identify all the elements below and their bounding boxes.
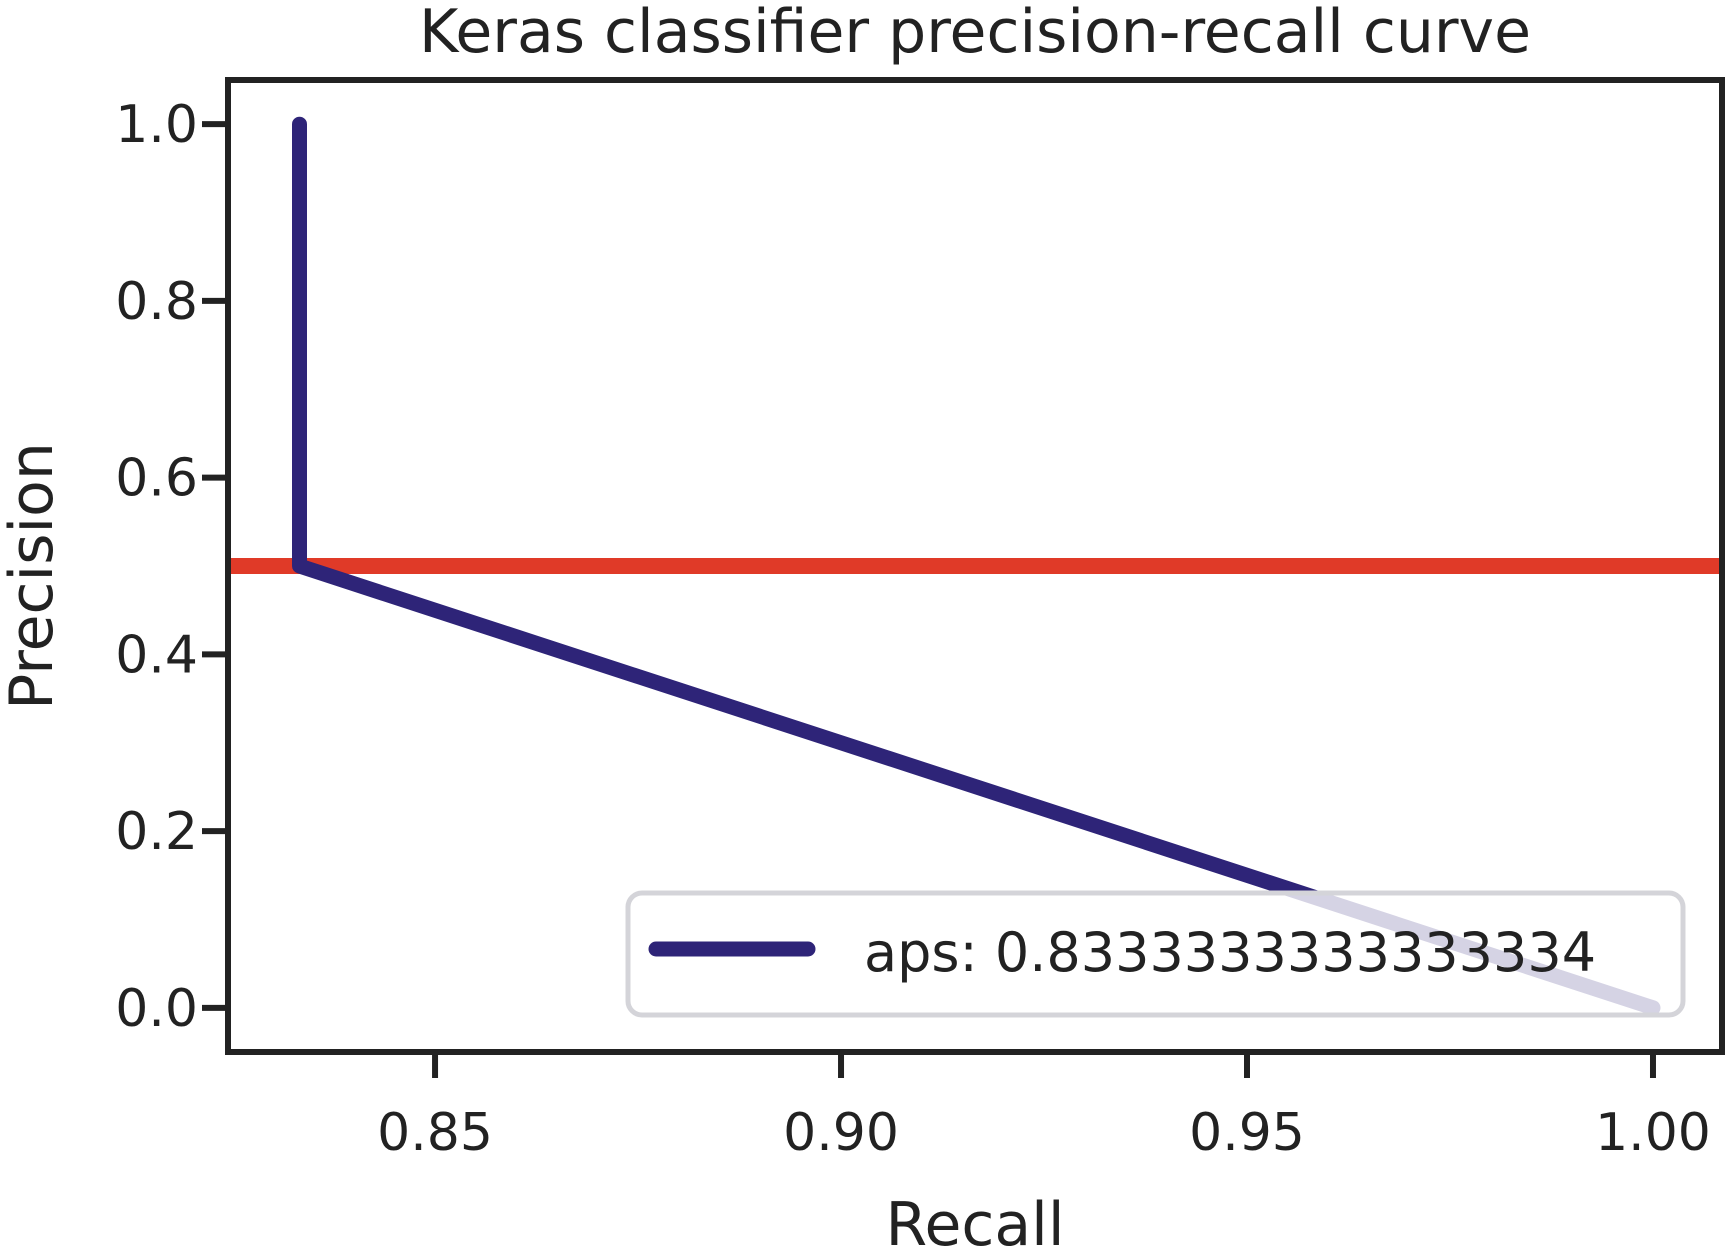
x-axis-label: Recall bbox=[885, 1190, 1064, 1247]
x-tick-label: 0.90 bbox=[783, 1103, 899, 1163]
y-tick-label: 0.4 bbox=[115, 625, 198, 685]
y-tick-label: 0.6 bbox=[115, 449, 198, 509]
y-tick-label: 0.8 bbox=[115, 272, 198, 332]
chart-title: Keras classifier precision-recall curve bbox=[419, 0, 1531, 67]
pr-curve-point bbox=[298, 123, 300, 125]
legend-box bbox=[625, 890, 1686, 1018]
x-tick-label: 0.95 bbox=[1189, 1103, 1305, 1163]
pr-curve-line bbox=[292, 116, 1661, 1016]
plot-area: 0.0 0.2 0.4 0.6 0.8 1.0 0.85 0.90 0.95 1.00 bbox=[115, 77, 1725, 1163]
y-tick-label: 1.0 bbox=[115, 95, 198, 155]
legend-label: aps: 0.8333333333333334 bbox=[864, 921, 1596, 984]
y-tick-label: 0.2 bbox=[115, 802, 198, 862]
pr-curve-point bbox=[298, 565, 300, 567]
y-axis-label: Precision bbox=[0, 442, 67, 710]
x-tick-label: 0.85 bbox=[377, 1103, 493, 1163]
x-tick-label: 1.00 bbox=[1595, 1103, 1711, 1163]
plot-frame bbox=[225, 77, 1725, 1055]
y-tick-label: 0.0 bbox=[115, 979, 198, 1039]
legend: aps: 0.8333333333333334 bbox=[625, 890, 1686, 1018]
